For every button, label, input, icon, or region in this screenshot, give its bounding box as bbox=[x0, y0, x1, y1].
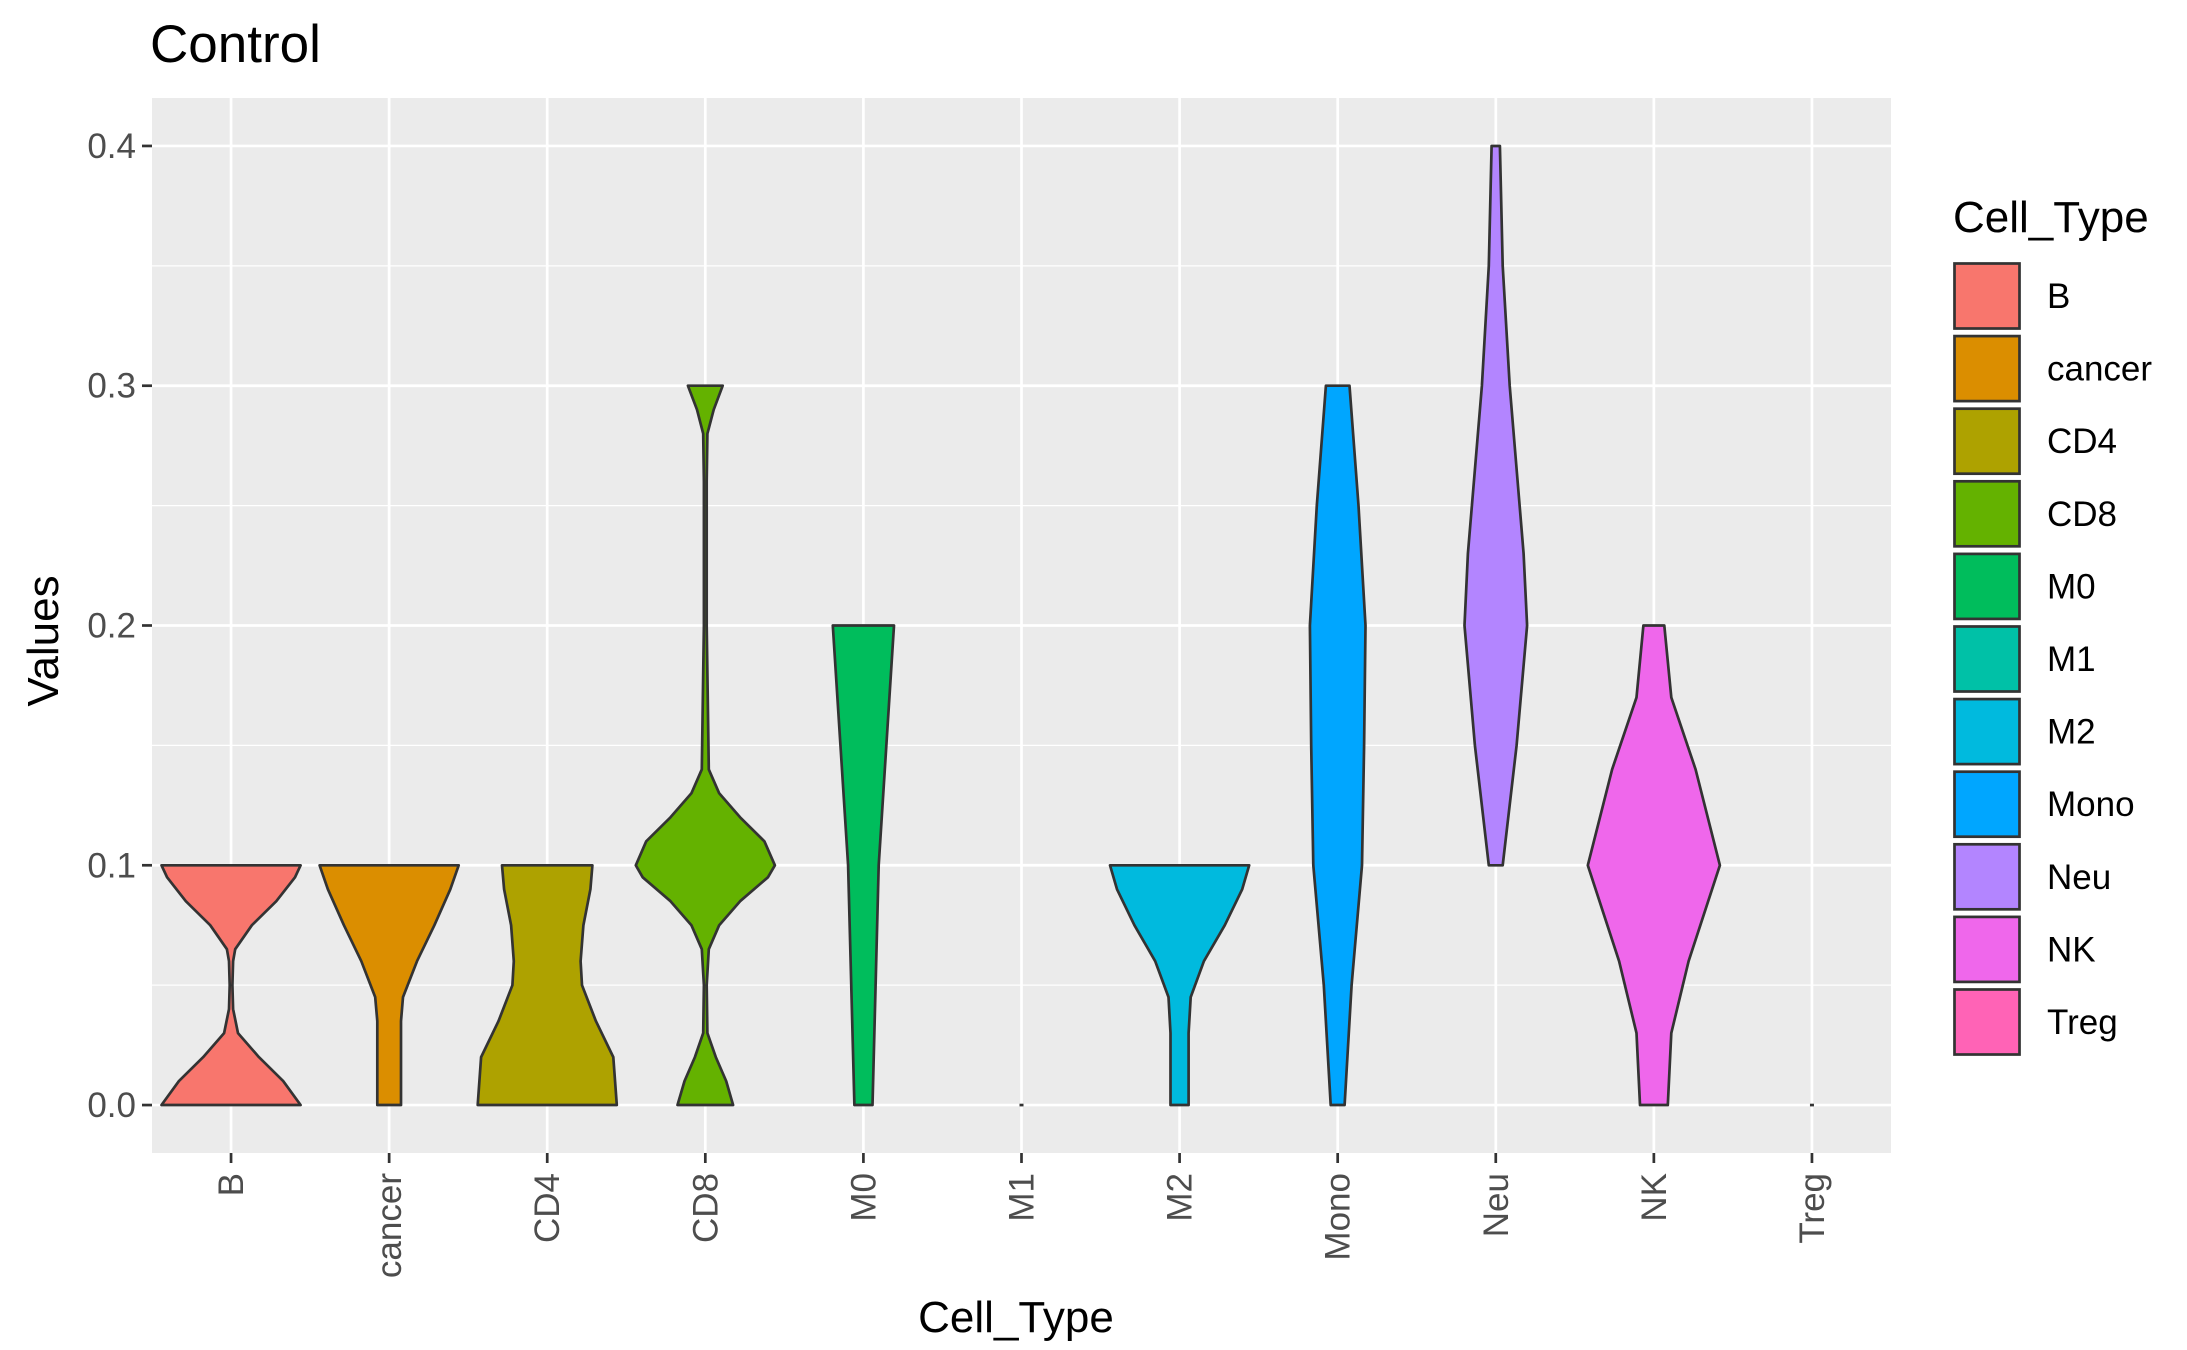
x-tick-label: Neu bbox=[1477, 1173, 1516, 1237]
legend-item-M2: M2 bbox=[1953, 697, 2096, 766]
legend-item-M0: M0 bbox=[1953, 552, 2096, 621]
y-tick-label: 0.4 bbox=[87, 127, 136, 166]
legend-label: M2 bbox=[2047, 713, 2096, 752]
legend-item-NK: NK bbox=[1953, 915, 2096, 984]
x-tick-label: B bbox=[212, 1173, 251, 1196]
legend-swatch bbox=[1953, 625, 2021, 693]
legend-swatch bbox=[1953, 988, 2021, 1056]
legend-label: CD8 bbox=[2047, 495, 2117, 534]
x-tick-label: M2 bbox=[1161, 1173, 1200, 1222]
legend-label: Neu bbox=[2047, 858, 2111, 897]
legend-label: M0 bbox=[2047, 567, 2096, 606]
legend-swatch bbox=[1953, 407, 2021, 476]
y-axis-title: Values bbox=[19, 575, 68, 706]
violin-Mono bbox=[1308, 384, 1367, 1107]
x-tick-label: cancer bbox=[370, 1173, 409, 1278]
y-tick-label: 0.2 bbox=[87, 607, 136, 646]
legend-item-cancer: cancer bbox=[1953, 334, 2152, 403]
x-tick-label: M0 bbox=[844, 1173, 883, 1222]
x-tick-label: M1 bbox=[1003, 1173, 1042, 1222]
violin-cancer bbox=[318, 863, 461, 1107]
legend-label: B bbox=[2047, 277, 2070, 316]
legend-swatch bbox=[1953, 770, 2021, 839]
legend-item-Neu: Neu bbox=[1953, 842, 2111, 911]
y-tick-label: 0.3 bbox=[87, 367, 136, 406]
legend-label: Treg bbox=[2047, 1003, 2118, 1042]
legend-swatch bbox=[1953, 262, 2021, 330]
legend-item-B: B bbox=[1953, 262, 2070, 330]
y-tick-label: 0.0 bbox=[87, 1086, 136, 1125]
legend-swatch bbox=[1953, 842, 2021, 911]
violin-CD4 bbox=[476, 863, 619, 1107]
y-axis: 0.0 0.1 0.2 0.3 0.4 bbox=[87, 127, 152, 1125]
x-axis-title: Cell_Type bbox=[918, 1293, 1114, 1342]
chart-title: Control bbox=[150, 15, 321, 74]
legend-label: NK bbox=[2047, 930, 2096, 969]
legend-title: Cell_Type bbox=[1953, 193, 2149, 242]
violin-M0 bbox=[831, 624, 896, 1107]
x-tick-label: CD8 bbox=[686, 1173, 725, 1243]
violin-B bbox=[160, 863, 302, 1107]
legend-label: Mono bbox=[2047, 785, 2135, 824]
violin-NK bbox=[1586, 624, 1722, 1107]
x-tick-label: CD4 bbox=[528, 1173, 567, 1243]
violin-M2 bbox=[1108, 863, 1251, 1107]
x-tick-label: Treg bbox=[1793, 1173, 1832, 1244]
violin-CD8 bbox=[634, 384, 777, 1107]
legend-label: cancer bbox=[2047, 350, 2152, 389]
legend-label: M1 bbox=[2047, 640, 2096, 679]
legend-item-Mono: Mono bbox=[1953, 770, 2135, 839]
x-tick-label: Mono bbox=[1319, 1173, 1358, 1261]
legend-swatch bbox=[1953, 915, 2021, 984]
violin-Neu bbox=[1463, 144, 1529, 867]
legend-swatch bbox=[1953, 697, 2021, 766]
legend-swatch bbox=[1953, 334, 2021, 403]
violins bbox=[160, 144, 1814, 1107]
y-tick-label: 0.1 bbox=[87, 846, 136, 885]
legend-item-CD4: CD4 bbox=[1953, 407, 2117, 476]
legend-swatch bbox=[1953, 479, 2021, 548]
legend-item-CD8: CD8 bbox=[1953, 479, 2117, 548]
legend-swatch bbox=[1953, 552, 2021, 621]
legend-item-M1: M1 bbox=[1953, 625, 2096, 693]
x-tick-label: NK bbox=[1635, 1173, 1674, 1222]
legend-label: CD4 bbox=[2047, 422, 2117, 461]
legend-item-Treg: Treg bbox=[1953, 988, 2118, 1056]
